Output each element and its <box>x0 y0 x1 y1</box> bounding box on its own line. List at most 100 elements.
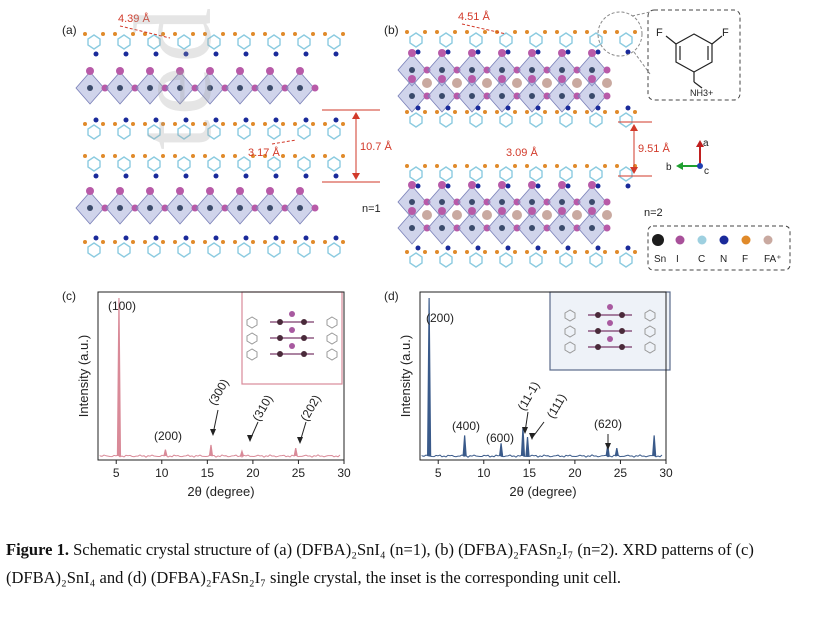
i-atom <box>603 198 611 206</box>
xrd-chart-c: (c) 5 10 15 20 25 30 2θ (degree) Intensity (a.u… <box>62 289 351 499</box>
i-atom <box>498 49 506 57</box>
organic-ring <box>326 332 338 345</box>
benzene-ring <box>469 112 483 128</box>
benzene-ring <box>297 124 311 140</box>
legend-label: C <box>698 254 705 265</box>
n-atom <box>333 51 339 57</box>
n-atom <box>303 235 309 241</box>
i-atom <box>513 224 521 232</box>
f-atom <box>173 240 177 244</box>
benzene-ring <box>237 156 251 172</box>
sn-atom <box>301 319 307 325</box>
arrow-head-down-icon <box>630 167 638 174</box>
f-atom <box>323 32 327 36</box>
benzene-ring <box>559 32 573 48</box>
f-atom <box>615 250 619 254</box>
benzene-ring <box>267 242 281 258</box>
sn-atom <box>595 312 601 318</box>
x-axis-label: 2θ (degree) <box>187 484 254 499</box>
i-atom <box>528 49 536 57</box>
i-atom <box>498 75 506 83</box>
i-atom <box>206 67 214 75</box>
sn-atom <box>499 225 505 231</box>
n-atom <box>445 183 451 189</box>
f-atom <box>281 122 285 126</box>
n-atom <box>123 51 129 57</box>
i-atom <box>603 66 611 74</box>
n-atom <box>273 173 279 179</box>
i-atom <box>483 224 491 232</box>
n-atom <box>183 235 189 241</box>
f-atom <box>323 154 327 158</box>
i-atom <box>468 207 476 215</box>
baseline-trace <box>421 454 663 458</box>
fa-atom <box>572 210 582 220</box>
f-atom <box>233 122 237 126</box>
x-tick-label: 20 <box>568 466 582 480</box>
arrow-head-icon <box>522 427 528 434</box>
f-atom <box>465 250 469 254</box>
f-atom <box>405 164 409 168</box>
zoom-circle <box>597 11 643 57</box>
n-atom <box>535 49 541 55</box>
legend-swatch-c <box>697 235 707 245</box>
f-atom <box>435 110 439 114</box>
f-atom <box>603 110 607 114</box>
i-atom <box>528 75 536 83</box>
caption-text: Schematic crystal structure of (a) (DFBA… <box>6 540 754 587</box>
benzene-ring <box>237 34 251 50</box>
benzene-ring <box>87 34 101 50</box>
sn-atom <box>559 199 565 205</box>
i-atom <box>543 66 551 74</box>
fluorine-label-1: F <box>656 27 663 39</box>
benzene-ring <box>267 156 281 172</box>
f-atom <box>465 30 469 34</box>
n-atom <box>123 235 129 241</box>
f-atom <box>233 240 237 244</box>
arrow-head-icon <box>529 433 535 440</box>
i-atom <box>607 320 613 326</box>
zoom-connector-bottom <box>633 51 651 75</box>
i-atom <box>423 198 431 206</box>
benzene-ring <box>409 32 423 48</box>
benzene-ring <box>529 166 543 182</box>
sn-atom <box>559 225 565 231</box>
i-atom <box>558 181 566 189</box>
panel-a: (a) 4.39 Å 3.17 Å 10.7 Å n=1 <box>60 4 400 274</box>
i-atom <box>498 207 506 215</box>
f-atom <box>435 164 439 168</box>
f-atom <box>573 164 577 168</box>
f-atom <box>191 32 195 36</box>
sn-atom <box>589 225 595 231</box>
f-atom <box>453 250 457 254</box>
i-atom <box>498 181 506 189</box>
i-atom <box>607 336 613 342</box>
f-atom <box>585 250 589 254</box>
i-atom <box>423 66 431 74</box>
i-atom <box>468 75 476 83</box>
benzene-ring <box>207 242 221 258</box>
f-atom <box>113 240 117 244</box>
f-atom <box>585 30 589 34</box>
f-atom <box>453 110 457 114</box>
benzene-ring <box>409 112 423 128</box>
n-atom <box>565 105 571 111</box>
fa-atom <box>452 78 462 88</box>
n-atom <box>153 173 159 179</box>
f-atom <box>173 122 177 126</box>
f-atom <box>525 164 529 168</box>
sn-atom <box>439 93 445 99</box>
organic-ring <box>246 332 258 345</box>
benzene-ring <box>499 252 513 268</box>
sn-atom <box>469 93 475 99</box>
fa-atom <box>602 210 612 220</box>
panel-c: (c) 5 10 15 20 25 30 2θ (degree) Intensity (a.u… <box>60 282 360 528</box>
xrd-peak <box>525 436 530 457</box>
n-atom <box>93 51 99 57</box>
f-atom <box>203 154 207 158</box>
i-atom <box>266 187 274 195</box>
f-atom <box>281 154 285 158</box>
arrow-head-down-icon <box>352 173 360 180</box>
sn-atom <box>177 205 183 211</box>
benzene-ring <box>469 32 483 48</box>
